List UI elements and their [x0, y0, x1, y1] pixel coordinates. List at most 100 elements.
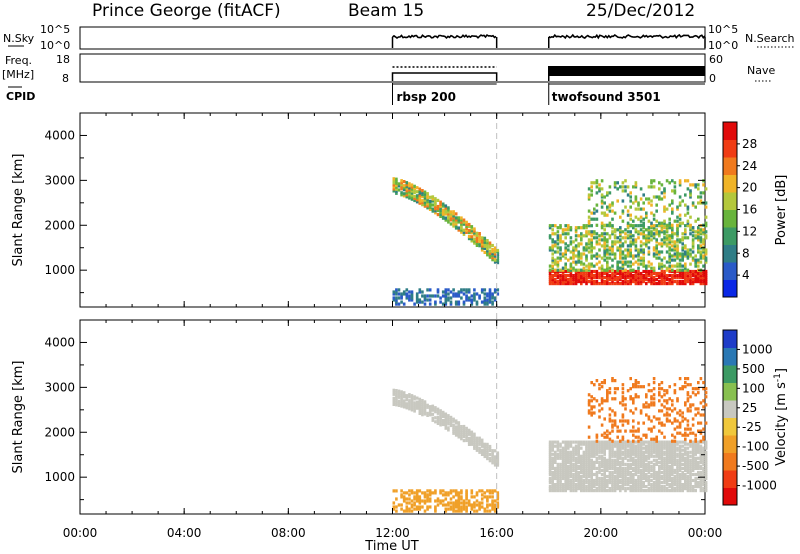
heatmap-cell	[632, 234, 635, 238]
heatmap-cell	[548, 458, 552, 462]
heatmap-cell	[678, 466, 682, 470]
heatmap-cell	[684, 478, 687, 483]
heatmap-cell	[418, 288, 422, 292]
heatmap-cell	[402, 391, 406, 395]
heatmap-cell	[434, 410, 437, 414]
heatmap-cell	[475, 235, 479, 239]
heatmap-cell	[689, 252, 692, 256]
heatmap-cell	[392, 185, 396, 189]
heatmap-cell	[626, 472, 630, 477]
heatmap-cell	[431, 207, 435, 211]
heatmap-cell	[413, 497, 416, 501]
heatmap-cell	[645, 413, 648, 417]
heatmap-cell	[668, 478, 671, 483]
heatmap-cell	[639, 232, 643, 236]
heatmap-cell	[572, 450, 575, 454]
heatmap-cell	[689, 228, 692, 232]
heatmap-cell	[668, 254, 671, 258]
heatmap-cell	[663, 442, 666, 446]
heatmap-cell	[415, 404, 419, 408]
heatmap-cell	[428, 413, 432, 417]
heatmap-cell	[413, 507, 416, 511]
heatmap-cell	[611, 246, 614, 250]
heatmap-cell	[626, 454, 630, 458]
heatmap-cell	[686, 466, 690, 470]
heatmap-cell	[663, 269, 666, 274]
heatmap-cell	[642, 433, 645, 437]
heatmap-cell	[418, 401, 422, 405]
heatmap-cell	[408, 393, 411, 397]
heatmap-cell	[585, 460, 588, 464]
heatmap-cell	[684, 462, 687, 466]
heatmap-cell	[556, 468, 560, 472]
heatmap-cell	[444, 292, 448, 296]
heatmap-cell	[689, 271, 692, 276]
heatmap-cell	[480, 244, 484, 248]
heatmap-cell	[637, 429, 640, 433]
heatmap-cell	[462, 505, 466, 509]
heatmap-cell	[567, 258, 570, 262]
heatmap-cell	[647, 468, 651, 472]
heatmap-cell	[619, 234, 622, 238]
heatmap-cell	[632, 385, 635, 389]
heatmap-cell	[486, 247, 489, 251]
heatmap-cell	[449, 421, 453, 426]
heatmap-cell	[676, 254, 679, 258]
heatmap-cell	[608, 387, 612, 391]
heatmap-cell	[686, 278, 690, 282]
heatmap-cell	[600, 423, 604, 427]
heatmap-cell	[580, 446, 583, 450]
heatmap-cell	[488, 251, 492, 255]
heatmap-cell	[428, 405, 432, 409]
heatmap-cell	[454, 429, 458, 433]
heatmap-cell	[611, 258, 614, 262]
heatmap-cell	[556, 236, 560, 240]
heatmap-cell	[678, 478, 682, 483]
heatmap-cell	[580, 489, 583, 493]
heatmap-cell	[678, 254, 682, 258]
heatmap-cell	[642, 264, 645, 268]
heatmap-cell	[652, 195, 656, 199]
heatmap-cell	[598, 276, 601, 280]
heatmap-cell	[480, 300, 484, 304]
heatmap-cell	[611, 460, 614, 464]
heatmap-cell	[392, 390, 396, 394]
heatmap-cell	[619, 240, 622, 244]
heatmap-cell	[699, 199, 703, 203]
heatmap-cell	[608, 487, 612, 491]
heatmap-cell	[632, 224, 635, 228]
heatmap-cell	[488, 255, 492, 259]
beam-title: Beam 15	[348, 1, 424, 21]
heatmap-cell	[647, 230, 651, 234]
heatmap-cell	[678, 421, 682, 425]
heatmap-cell	[395, 389, 398, 393]
heatmap-cell	[637, 230, 640, 234]
heatmap-cell	[658, 442, 661, 446]
heatmap-cell	[652, 454, 656, 458]
heatmap-cell	[436, 206, 440, 211]
heatmap-cell	[606, 250, 609, 254]
heatmap-cell	[457, 300, 461, 304]
heatmap-cell	[410, 400, 414, 404]
heatmap-cell	[629, 395, 632, 399]
heatmap-cell	[678, 483, 682, 487]
heatmap-cell	[454, 222, 458, 226]
heatmap-cell	[572, 483, 575, 487]
heatmap-cell	[629, 276, 632, 280]
heatmap-cell	[660, 262, 664, 266]
heatmap-cell	[608, 407, 612, 411]
heatmap-cell	[655, 278, 658, 282]
heatmap-cell	[704, 444, 708, 448]
heatmap-cell	[689, 460, 692, 464]
heatmap-cell	[642, 405, 645, 409]
heatmap-cell	[606, 260, 609, 264]
heatmap-cell	[460, 216, 463, 220]
heatmap-cell	[645, 485, 648, 489]
heatmap-cell	[444, 497, 448, 501]
heatmap-cell	[413, 401, 416, 405]
heatmap-cell	[619, 246, 622, 250]
heatmap-cell	[603, 444, 606, 448]
heatmap-cell	[475, 233, 479, 237]
heatmap-cell	[606, 399, 609, 403]
heatmap-cell	[444, 420, 448, 424]
